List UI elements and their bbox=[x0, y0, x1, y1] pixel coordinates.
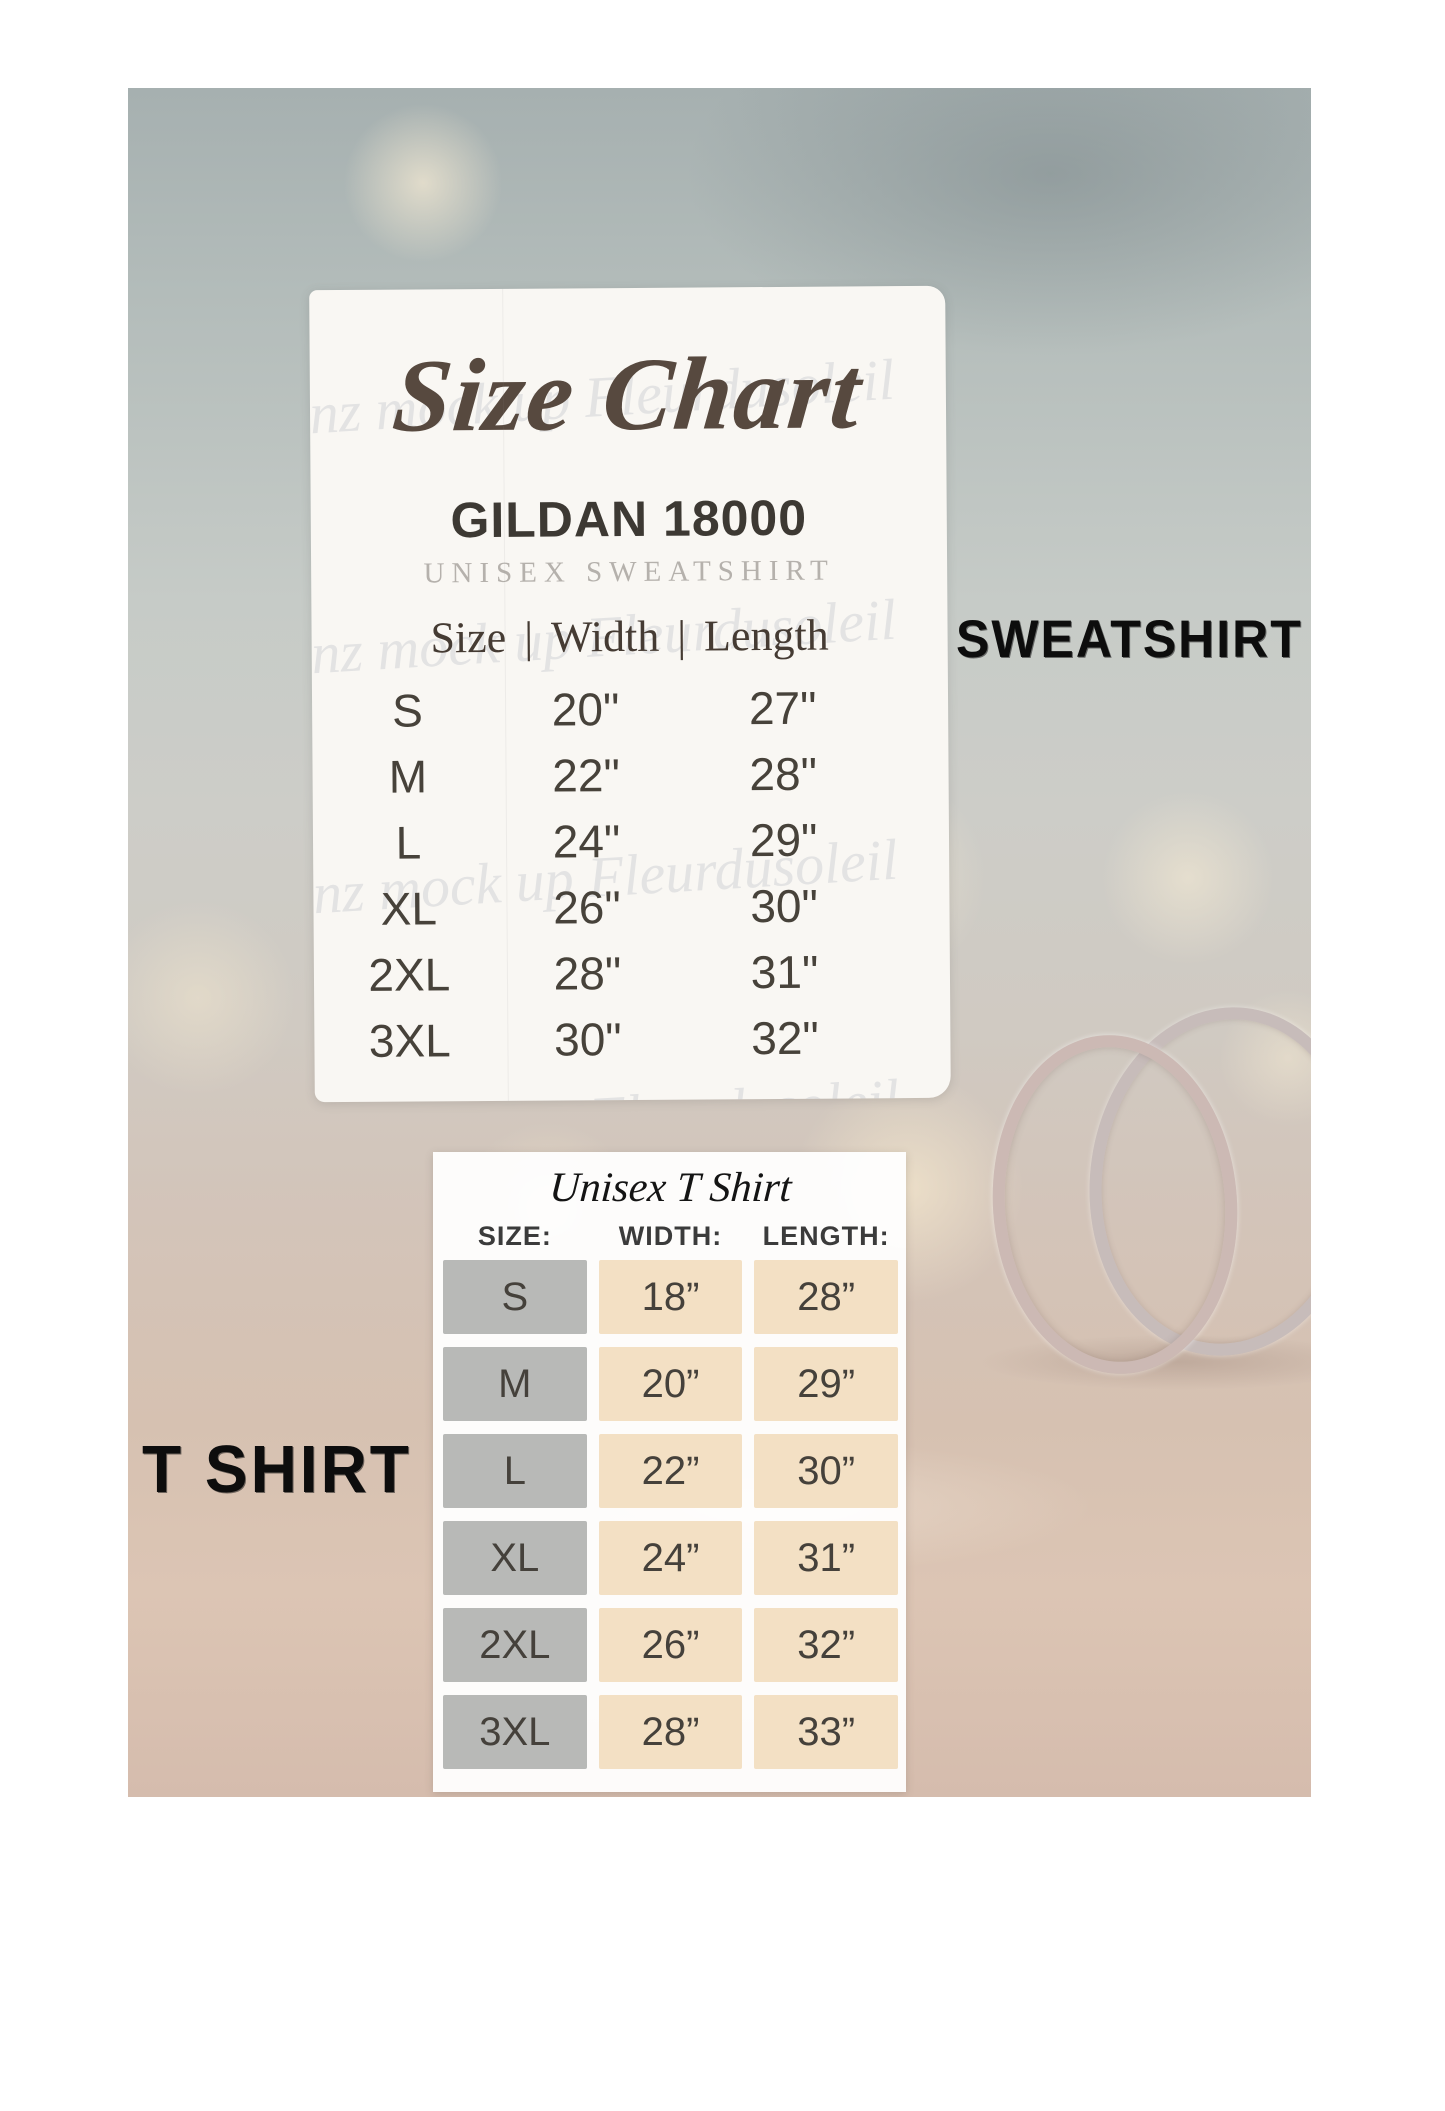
width-value: 22” bbox=[598, 1434, 743, 1508]
rings-shadow bbox=[978, 1334, 1311, 1390]
tshirt-size-chart-card: Unisex T Shirt SIZE: WIDTH: LENGTH: S 18… bbox=[433, 1152, 906, 1792]
garment-type-subtitle: UNISEX SWEATSHIRT bbox=[423, 554, 835, 590]
table-row: 2XL 26” 32” bbox=[443, 1608, 898, 1682]
size-value: S bbox=[391, 684, 424, 737]
header-separator: | bbox=[677, 611, 687, 661]
width-value: 26" bbox=[553, 881, 621, 934]
bokeh-photo-background: gnz mock up Fleurdusoleil gnz mock up Fl… bbox=[128, 88, 1311, 1797]
size-value: L bbox=[443, 1434, 587, 1508]
column-header-length: LENGTH: bbox=[762, 1221, 890, 1251]
table-row: 2XL 28" 31" bbox=[314, 938, 950, 1008]
width-value: 24” bbox=[598, 1521, 743, 1595]
column-header-size: Size bbox=[430, 612, 507, 663]
size-value: S bbox=[443, 1260, 587, 1334]
size-value: 2XL bbox=[368, 948, 451, 1001]
size-chart-script-title: Size Chart bbox=[388, 335, 868, 454]
tshirt-table: S 18” 28” M 20” 29” L 22” 30” XL 24” 31”… bbox=[443, 1260, 898, 1769]
table-row: M 20” 29” bbox=[443, 1347, 898, 1421]
length-value: 29” bbox=[754, 1347, 898, 1421]
size-value: 3XL bbox=[368, 1014, 451, 1067]
length-value: 28" bbox=[749, 747, 818, 801]
length-value: 30” bbox=[754, 1434, 898, 1508]
length-value: 32” bbox=[754, 1608, 898, 1682]
header-separator: | bbox=[524, 612, 534, 662]
length-value: 29" bbox=[749, 813, 818, 867]
size-value: 2XL bbox=[443, 1608, 587, 1682]
width-value: 28" bbox=[553, 947, 622, 1000]
sweatshirt-stamp-label: SWEATSHIRT bbox=[956, 609, 1303, 669]
length-value: 30" bbox=[750, 879, 819, 933]
table-row: 3XL 28” 33” bbox=[443, 1695, 898, 1769]
width-value: 22" bbox=[552, 749, 620, 802]
size-value: XL bbox=[443, 1521, 587, 1595]
length-value: 33” bbox=[754, 1695, 898, 1769]
sweatshirt-table: S 20" 27" M 22" 28" L 24" 29" XL 26" 30"… bbox=[312, 674, 951, 1074]
column-header-width: WIDTH: bbox=[618, 1221, 723, 1251]
length-value: 31” bbox=[754, 1521, 898, 1595]
table-row: XL 26" 30" bbox=[313, 872, 949, 942]
width-value: 20” bbox=[598, 1347, 743, 1421]
table-row: L 24" 29" bbox=[313, 806, 949, 876]
width-value: 30" bbox=[553, 1013, 622, 1066]
tshirt-stamp-label: T SHIRT bbox=[142, 1431, 412, 1507]
tshirt-card-title: Unisex T Shirt bbox=[547, 1165, 794, 1211]
width-value: 20" bbox=[551, 683, 620, 736]
sweatshirt-size-chart-card: gnz mock up Fleurdusoleil gnz mock up Fl… bbox=[309, 285, 951, 1103]
size-value: M bbox=[388, 750, 428, 803]
length-value: 31" bbox=[750, 945, 819, 999]
width-value: 18” bbox=[598, 1260, 743, 1334]
brand-model-title: GILDAN 18000 bbox=[450, 489, 808, 549]
table-row: M 22" 28" bbox=[312, 740, 948, 810]
length-value: 32" bbox=[751, 1011, 819, 1065]
column-header-length: Length bbox=[703, 610, 829, 661]
column-header-size: SIZE: bbox=[477, 1221, 552, 1251]
size-value: M bbox=[443, 1347, 587, 1421]
width-value: 24" bbox=[552, 815, 621, 868]
table-row: S 18” 28” bbox=[443, 1260, 898, 1334]
table-row: L 22” 30” bbox=[443, 1434, 898, 1508]
sweatshirt-table-header: Size | Width | Length bbox=[311, 609, 947, 664]
table-row: XL 24” 31” bbox=[443, 1521, 898, 1595]
tshirt-table-header: SIZE: WIDTH: LENGTH: bbox=[443, 1218, 898, 1254]
length-value: 28” bbox=[754, 1260, 898, 1334]
size-value: 3XL bbox=[443, 1695, 587, 1769]
width-value: 26” bbox=[598, 1608, 743, 1682]
width-value: 28” bbox=[598, 1695, 743, 1769]
size-value: L bbox=[395, 816, 422, 869]
size-value: XL bbox=[380, 882, 438, 935]
table-row: 3XL 30" 32" bbox=[314, 1004, 950, 1074]
length-value: 27" bbox=[748, 681, 817, 735]
column-header-width: Width bbox=[550, 611, 660, 662]
table-row: S 20" 27" bbox=[312, 674, 948, 744]
